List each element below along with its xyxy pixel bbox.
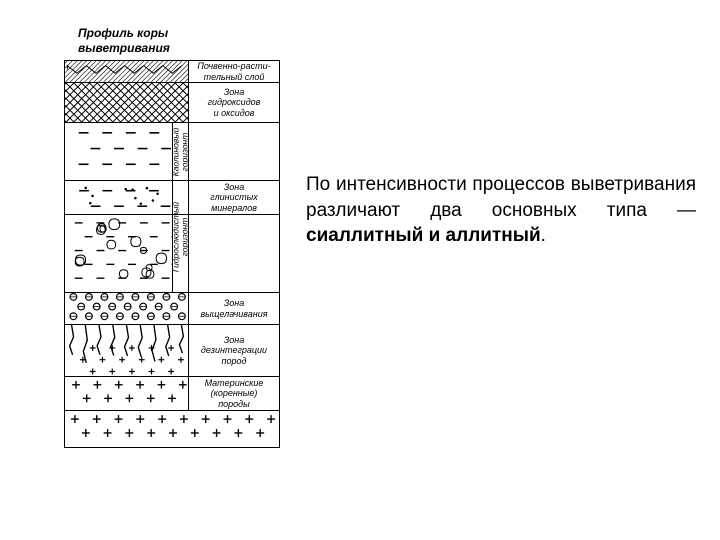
pattern-kaolin bbox=[65, 123, 173, 180]
label-soil: Почвенно-расти-тельный слой bbox=[189, 61, 279, 82]
diagram-title: Профиль корывыветривания bbox=[64, 26, 284, 56]
pattern-bedrock2 bbox=[65, 411, 279, 447]
layer-row-soil: Почвенно-расти-тельный слой bbox=[65, 61, 279, 83]
layer-row-disintegration: Зонадезинтеграциипород bbox=[65, 325, 279, 377]
body-paragraph: По интенсивности процессов выветривания … bbox=[306, 172, 696, 249]
body-text-suffix: . bbox=[541, 225, 546, 246]
label-oxides: Зонагидроксидови оксидов bbox=[189, 83, 279, 122]
vlabel-kaolin: Каолиновыйгоризонт bbox=[173, 123, 189, 180]
label-clay: Зонаглинистыхминералов bbox=[189, 181, 279, 214]
label-kaolin bbox=[189, 123, 279, 180]
vlabel-hydromica bbox=[173, 215, 189, 292]
label-hydromica bbox=[189, 215, 279, 292]
pattern-bedrock1 bbox=[65, 377, 189, 410]
pattern-leaching bbox=[65, 293, 189, 324]
vlabel-clay: Гидрослюдистыйгоризонт bbox=[173, 181, 189, 214]
body-text-lead: По интенсивности процессов выветривания … bbox=[306, 174, 696, 221]
pattern-clay bbox=[65, 181, 173, 214]
label-bedrock1: Материнские(коренные)породы bbox=[189, 377, 279, 410]
label-leaching: Зонавыщелачивания bbox=[189, 293, 279, 324]
layer-row-bedrock2 bbox=[65, 411, 279, 447]
pattern-hydromica bbox=[65, 215, 173, 292]
layer-row-hydromica bbox=[65, 215, 279, 293]
pattern-oxides bbox=[65, 83, 189, 122]
weathering-profile-diagram: Профиль корывыветривания Почвенно-расти-… bbox=[64, 26, 284, 448]
pattern-soil bbox=[65, 61, 189, 82]
pattern-disintegration bbox=[65, 325, 189, 376]
layer-row-oxides: Зонагидроксидови оксидов bbox=[65, 83, 279, 123]
layer-row-clay: ГидрослюдистыйгоризонтЗонаглинистыхминер… bbox=[65, 181, 279, 215]
label-disintegration: Зонадезинтеграциипород bbox=[189, 325, 279, 376]
layer-row-bedrock1: Материнские(коренные)породы bbox=[65, 377, 279, 411]
layer-row-kaolin: Каолиновыйгоризонт bbox=[65, 123, 279, 181]
layer-row-leaching: Зонавыщелачивания bbox=[65, 293, 279, 325]
profile-column: Почвенно-расти-тельный слойЗонагидроксид… bbox=[64, 60, 280, 448]
body-text-bold: сиаллитный и аллитный bbox=[306, 225, 541, 246]
